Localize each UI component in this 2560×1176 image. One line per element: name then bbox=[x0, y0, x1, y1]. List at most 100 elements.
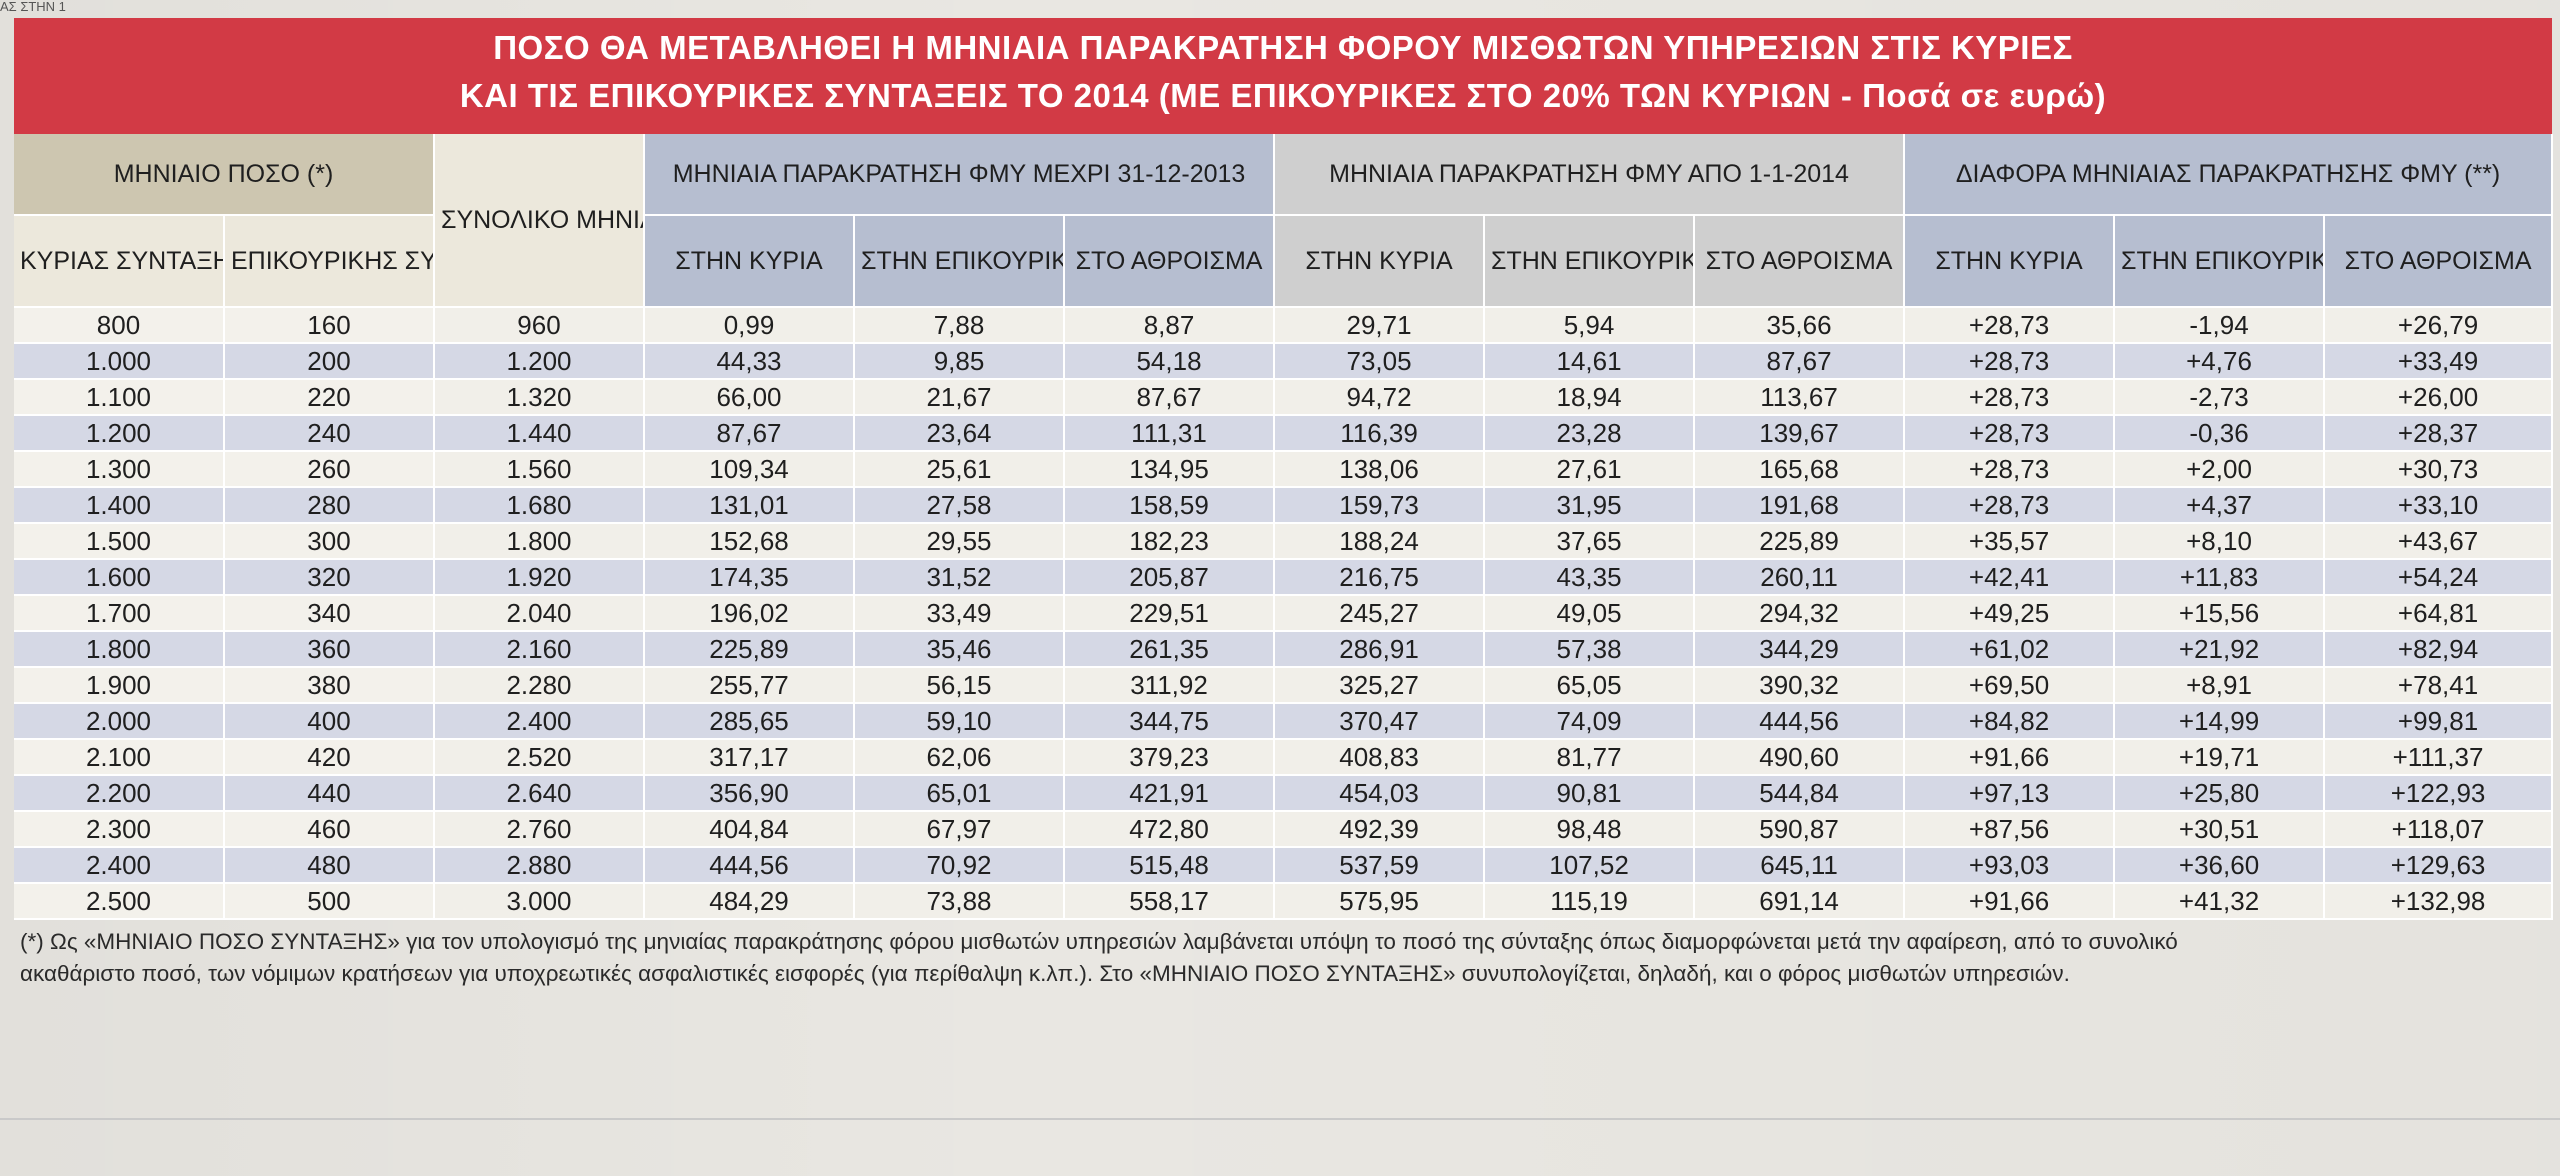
table-cell: 70,92 bbox=[854, 847, 1065, 884]
table-row: 2.500 500 3.000 484,29 73,88 558,17 575,95 115,… bbox=[14, 883, 2554, 920]
table-cell: 113,67 bbox=[1694, 379, 1906, 416]
table-cell: +30,73 bbox=[2324, 451, 2554, 488]
table-cell: 370,47 bbox=[1274, 703, 1486, 740]
table-cell: 2.880 bbox=[434, 847, 645, 884]
table-cell: 544,84 bbox=[1694, 775, 1906, 812]
table-cell: 107,52 bbox=[1484, 847, 1696, 884]
table-cell: 18,94 bbox=[1484, 379, 1696, 416]
table-row: 2.400 480 2.880 444,56 70,92 515,48 537,59 107,… bbox=[14, 847, 2554, 884]
table-cell: 454,03 bbox=[1274, 775, 1486, 812]
table-cell: 131,01 bbox=[644, 487, 855, 524]
withholding-tax-table: ΜΗΝΙΑΙΟ ΠΟΣΟ (*) ΣΥΝΟΛΙΚΟ ΜΗΝΙΑΙΟ ΠΟΣΟ Σ… bbox=[14, 134, 2554, 920]
table-cell: 255,77 bbox=[644, 667, 855, 704]
table-cell: 27,58 bbox=[854, 487, 1065, 524]
header-diff-main: ΣΤΗΝ ΚΥΡΙΑ bbox=[1904, 215, 2116, 308]
table-cell: 43,35 bbox=[1484, 559, 1696, 596]
table-cell: 1.440 bbox=[434, 415, 645, 452]
table-cell: 9,85 bbox=[854, 343, 1065, 380]
table-cell: 73,88 bbox=[854, 883, 1065, 920]
table-cell: 188,24 bbox=[1274, 523, 1486, 560]
table-cell: 8,87 bbox=[1064, 307, 1276, 344]
table-cell: 31,52 bbox=[854, 559, 1065, 596]
table-cell: +4,37 bbox=[2114, 487, 2326, 524]
table-cell: +132,98 bbox=[2324, 883, 2554, 920]
table-cell: 31,95 bbox=[1484, 487, 1696, 524]
table-cell: 800 bbox=[14, 307, 225, 344]
table-cell: +15,56 bbox=[2114, 595, 2326, 632]
table-cell: 225,89 bbox=[644, 631, 855, 668]
table-cell: 2.300 bbox=[14, 811, 225, 848]
table-cell: 645,11 bbox=[1694, 847, 1906, 884]
table-cell: +129,63 bbox=[2324, 847, 2554, 884]
header-2013-total: ΣΤΟ ΑΘΡΟΙΣΜΑ bbox=[1064, 215, 1276, 308]
table-cell: 280 bbox=[224, 487, 435, 524]
table-cell: +33,49 bbox=[2324, 343, 2554, 380]
table-cell: +82,94 bbox=[2324, 631, 2554, 668]
table-cell: 56,15 bbox=[854, 667, 1065, 704]
table-cell: 1.200 bbox=[434, 343, 645, 380]
table-cell: 196,02 bbox=[644, 595, 855, 632]
table-cell: 134,95 bbox=[1064, 451, 1276, 488]
table-cell: 115,19 bbox=[1484, 883, 1696, 920]
table-cell: 2.400 bbox=[434, 703, 645, 740]
table-cell: 484,29 bbox=[644, 883, 855, 920]
table-row: 800 160 960 0,99 7,88 8,87 29,71 5,94 35,66 +28,7… bbox=[14, 307, 2554, 344]
table-row: 1.800 360 2.160 225,89 35,46 261,35 286,91 57,3… bbox=[14, 631, 2554, 668]
table-cell: 340 bbox=[224, 595, 435, 632]
table-cell: 2.760 bbox=[434, 811, 645, 848]
table-cell: +25,80 bbox=[2114, 775, 2326, 812]
table-cell: 390,32 bbox=[1694, 667, 1906, 704]
table-cell: +61,02 bbox=[1904, 631, 2116, 668]
table-cell: 3.000 bbox=[434, 883, 645, 920]
table-cell: +64,81 bbox=[2324, 595, 2554, 632]
table-cell: -0,36 bbox=[2114, 415, 2326, 452]
table-cell: 1.900 bbox=[14, 667, 225, 704]
table-cell: 14,61 bbox=[1484, 343, 1696, 380]
table-cell: 182,23 bbox=[1064, 523, 1276, 560]
table-cell: +28,37 bbox=[2324, 415, 2554, 452]
table-cell: +93,03 bbox=[1904, 847, 2116, 884]
table-cell: +28,73 bbox=[1904, 451, 2116, 488]
table-cell: +36,60 bbox=[2114, 847, 2326, 884]
table-cell: 66,00 bbox=[644, 379, 855, 416]
table-cell: 356,90 bbox=[644, 775, 855, 812]
table-cell: +43,67 bbox=[2324, 523, 2554, 560]
table-cell: 515,48 bbox=[1064, 847, 1276, 884]
table-cell: +30,51 bbox=[2114, 811, 2326, 848]
table-cell: 29,71 bbox=[1274, 307, 1486, 344]
table-cell: 94,72 bbox=[1274, 379, 1486, 416]
header-total-monthly-amount: ΣΥΝΟΛΙΚΟ ΜΗΝΙΑΙΟ ΠΟΣΟ ΣΥΝΤΑΞΕΩΝ bbox=[434, 134, 645, 308]
table-cell: +26,79 bbox=[2324, 307, 2554, 344]
table-cell: 444,56 bbox=[644, 847, 855, 884]
bottom-rule bbox=[0, 1118, 2560, 1120]
table-cell: 158,59 bbox=[1064, 487, 1276, 524]
table-cell: 311,92 bbox=[1064, 667, 1276, 704]
header-2013-aux: ΣΤΗΝ ΕΠΙΚΟΥΡΙΚΗ bbox=[854, 215, 1065, 308]
table-cell: +2,00 bbox=[2114, 451, 2326, 488]
table-cell: 57,38 bbox=[1484, 631, 1696, 668]
header-withholding-until-2013: ΜΗΝΙΑΙΑ ΠΑΡΑΚΡΑΤΗΣΗ ΦΜΥ ΜΕΧΡΙ 31-12-2013 bbox=[644, 134, 1276, 216]
table-row: 1.200 240 1.440 87,67 23,64 111,31 116,39 23,28… bbox=[14, 415, 2554, 452]
table-cell: +41,32 bbox=[2114, 883, 2326, 920]
table-cell: 23,28 bbox=[1484, 415, 1696, 452]
table-cell: 2.200 bbox=[14, 775, 225, 812]
table-cell: +111,37 bbox=[2324, 739, 2554, 776]
table-row: 1.700 340 2.040 196,02 33,49 229,51 245,27 49,0… bbox=[14, 595, 2554, 632]
table-cell: 261,35 bbox=[1064, 631, 1276, 668]
table-cell: +4,76 bbox=[2114, 343, 2326, 380]
table-cell: 7,88 bbox=[854, 307, 1065, 344]
table-cell: 1.500 bbox=[14, 523, 225, 560]
table-cell: +28,73 bbox=[1904, 307, 2116, 344]
header-diff-total: ΣΤΟ ΑΘΡΟΙΣΜΑ bbox=[2324, 215, 2554, 308]
header-2013-main: ΣΤΗΝ ΚΥΡΙΑ bbox=[644, 215, 855, 308]
table-cell: 54,18 bbox=[1064, 343, 1276, 380]
header-aux-pension: ΕΠΙΚΟΥΡΙΚΗΣ ΣΥΝΤΑΞΗΣ bbox=[224, 215, 435, 308]
table-cell: -1,94 bbox=[2114, 307, 2326, 344]
table-cell: +11,83 bbox=[2114, 559, 2326, 596]
table-cell: +28,73 bbox=[1904, 379, 2116, 416]
table-cell: 460 bbox=[224, 811, 435, 848]
table-cell: 2.280 bbox=[434, 667, 645, 704]
table-cell: 225,89 bbox=[1694, 523, 1906, 560]
table-cell: +78,41 bbox=[2324, 667, 2554, 704]
table-cell: 408,83 bbox=[1274, 739, 1486, 776]
